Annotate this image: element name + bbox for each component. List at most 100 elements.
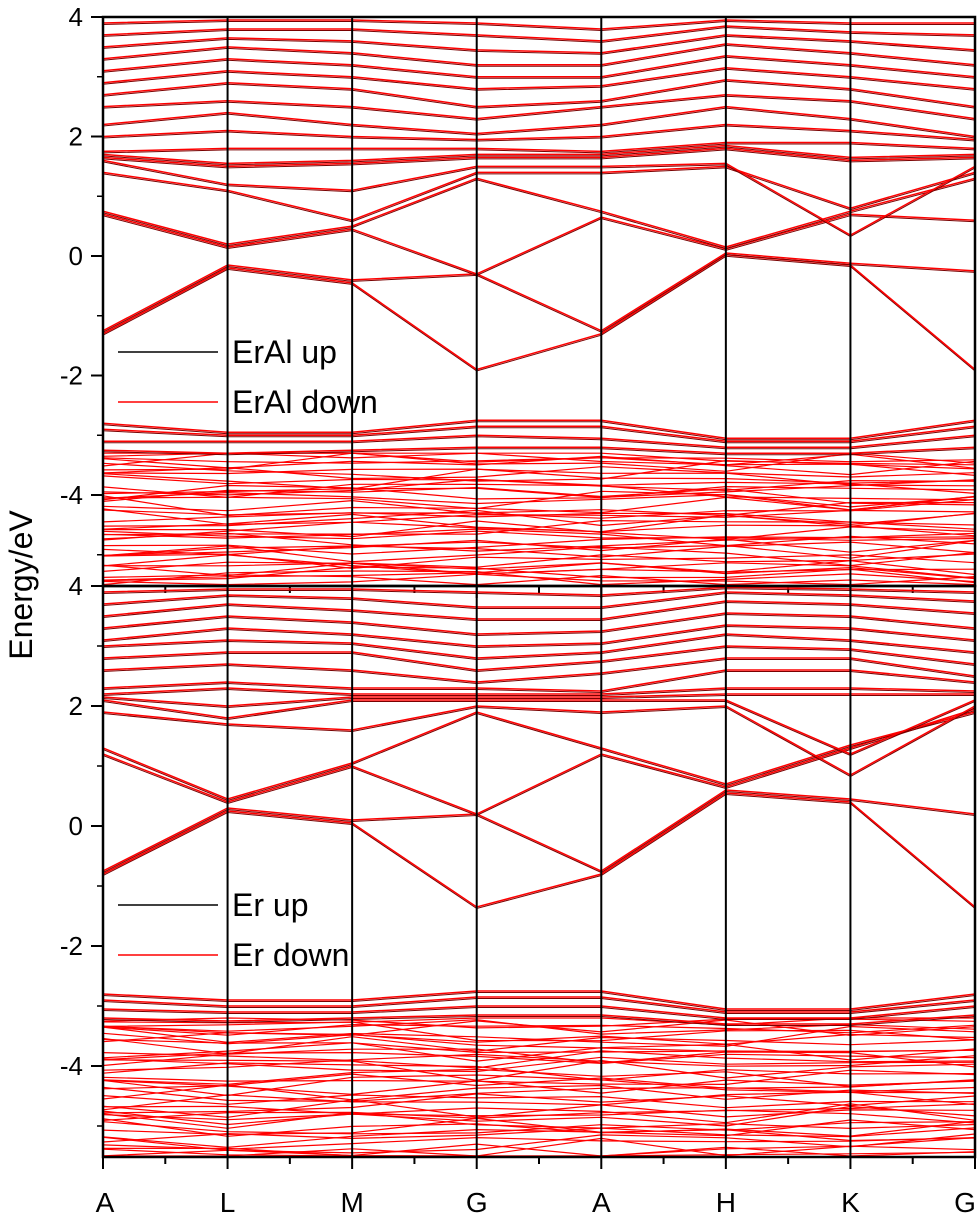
band-up-line [103,215,975,276]
bottom-panel: -4 -2 0 2 4 Er up Er down [60,571,977,1169]
band-down-line [103,19,975,30]
band-up-line [103,448,975,456]
band-down-line [103,990,975,1010]
band-up-line [103,1016,975,1026]
band-up-line [103,671,975,694]
y-tick-label: -4 [60,1051,83,1081]
band-line [103,1111,975,1130]
band-down-line [103,446,975,454]
band-down-line [103,252,975,332]
band-line [103,1021,975,1042]
band-up-line [103,179,975,250]
band-line [103,520,975,541]
band-up-line [103,95,975,121]
band-line [103,1117,975,1137]
band-line [103,1128,975,1149]
band-up-line [103,255,975,372]
band-line [103,479,975,499]
band-down-line [103,669,975,692]
band-down-line [103,144,975,165]
band-down-line [103,43,975,66]
band-down-line [103,434,975,448]
band-down-line [103,93,975,120]
y-axis-title: Energy/eV [3,510,39,660]
band-line [103,1103,975,1124]
band-line [103,1053,975,1071]
band-line [103,530,975,541]
band-down-line [103,600,975,620]
kpoint-label: M [340,1187,363,1217]
band-down-line [103,213,975,275]
band-up-line [103,659,975,685]
band-line [103,1074,975,1097]
band-line [103,528,975,547]
band-up-line [103,35,975,55]
y-tick-label: -4 [60,480,83,510]
band-line [103,1093,975,1114]
band-up-line [103,625,975,649]
band-line [103,553,975,568]
band-line [103,1059,975,1082]
band-line [103,1103,975,1121]
band-down-line [103,711,975,800]
band-down-line [103,25,975,42]
band-line [103,1137,975,1157]
band-up-line [103,712,975,802]
y-tick-label: -2 [60,931,83,961]
band-line [103,1036,975,1055]
band-line [103,484,975,501]
band-up-line [103,107,975,139]
band-down-line [103,586,975,596]
band-down-line [103,693,975,707]
band-up-line [103,26,975,43]
band-down-line [103,633,975,659]
band-line [103,457,975,476]
band-up-line [103,68,975,91]
band-up-line [103,56,975,79]
band-up-line [103,149,975,169]
band-line [103,541,975,558]
band-down-line [103,123,975,141]
legend-label: Er up [232,887,308,923]
kpoint-label: K [841,1187,860,1217]
band-down-line [103,699,975,755]
band-line [103,508,975,525]
band-line [103,1133,975,1154]
band-up-line [103,1007,975,1020]
band-up-line [103,143,975,154]
band-up-line [103,646,975,673]
band-down-line [103,177,975,248]
band-up-line [103,592,975,609]
band-line [103,574,975,586]
band-up-line [103,710,975,817]
band-line [103,519,975,536]
band-line [103,1051,975,1065]
band-line [103,468,975,490]
band-line [103,538,975,556]
band-down-line [103,165,975,221]
band-line [103,466,975,480]
band-down-line [103,425,975,442]
band-line [103,553,975,570]
band-down-line [103,687,975,695]
kpoint-label: L [220,1187,236,1217]
band-up-line [103,790,975,874]
band-up-line [103,427,975,444]
band-down-line [103,141,975,153]
legend-label: ErAl up [232,334,337,370]
band-down-line [103,657,975,683]
band-up-line [103,146,975,166]
band-up-line [103,793,975,910]
band-up-line [103,44,975,67]
band-line [103,562,975,577]
band-down-line [103,419,975,439]
band-up-line [103,421,975,441]
band-down-line [103,34,975,54]
band-line [103,1056,975,1073]
band-up-line [103,701,975,757]
plot-area [103,586,975,1157]
band-line [103,483,975,501]
band-up-line [103,695,975,709]
